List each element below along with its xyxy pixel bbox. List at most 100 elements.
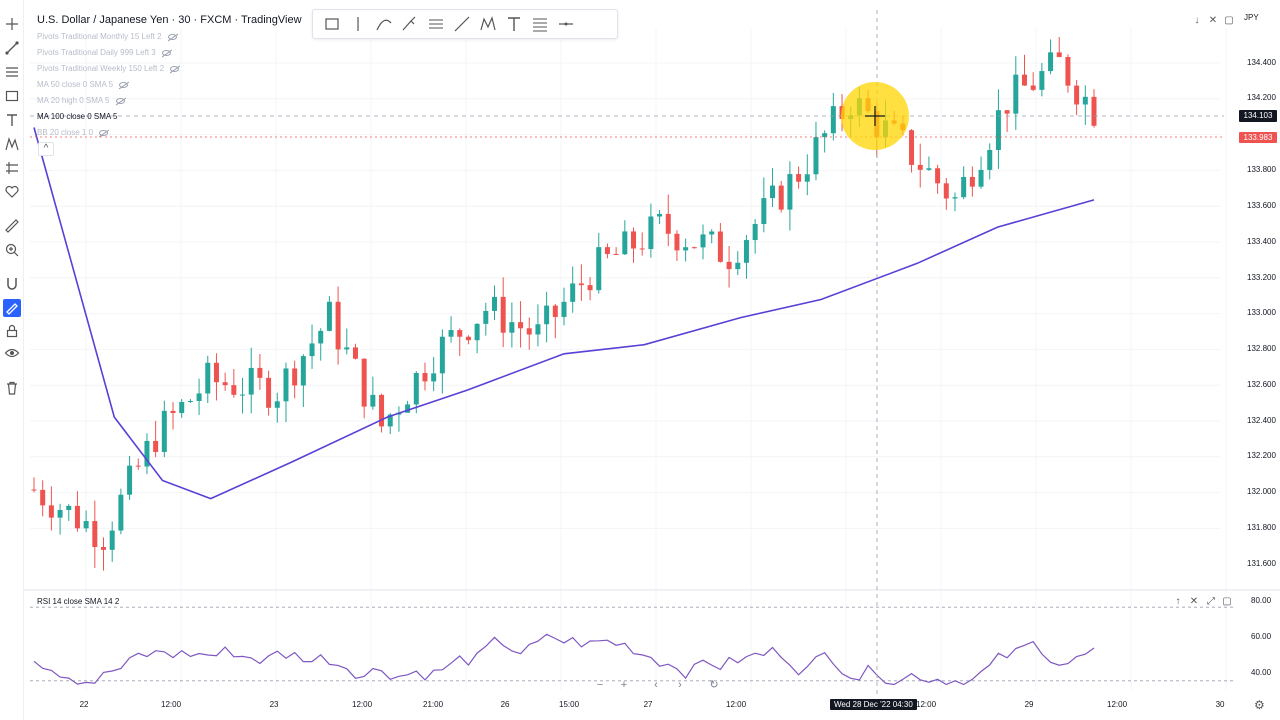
candle-body bbox=[370, 394, 376, 407]
indicator-item[interactable]: Pivots Traditional Daily 999 Left 3 bbox=[37, 48, 171, 57]
candle-body bbox=[101, 547, 107, 550]
candle-body bbox=[500, 296, 506, 333]
reset-chart-icon[interactable]: ↻ bbox=[709, 679, 719, 691]
price-axis-label: 132.000 bbox=[1247, 487, 1276, 496]
currency-label[interactable]: JPY bbox=[1244, 13, 1259, 22]
cursor-icon[interactable] bbox=[3, 16, 21, 34]
candle-body bbox=[787, 174, 793, 210]
vertical-line-icon[interactable] bbox=[349, 15, 369, 35]
horizontal-line-icon[interactable] bbox=[557, 15, 577, 35]
price-axis-label: 131.600 bbox=[1247, 559, 1276, 568]
pane-collapse-icon[interactable]: ⤢ bbox=[1207, 596, 1215, 607]
price-chart[interactable] bbox=[24, 0, 1280, 720]
time-axis-label: 30 bbox=[1215, 700, 1225, 709]
indicator-label: MA 100 close 0 SMA 5 bbox=[37, 112, 118, 121]
candle-body bbox=[309, 343, 315, 357]
pane-close-icon[interactable]: ✕ bbox=[1189, 596, 1199, 607]
candle-body bbox=[465, 336, 471, 341]
navigation-controls: − + ‹ › ↻ bbox=[592, 677, 732, 693]
candle-body bbox=[952, 197, 958, 199]
candle-body bbox=[700, 234, 706, 248]
gear-icon[interactable]: ⚙ bbox=[1254, 698, 1265, 712]
prediction-icon[interactable] bbox=[3, 160, 21, 178]
rectangle-icon[interactable] bbox=[3, 88, 21, 106]
pencil-lock-icon[interactable] bbox=[3, 299, 21, 317]
scroll-left-icon[interactable]: ‹ bbox=[654, 679, 658, 691]
candle-body bbox=[544, 305, 550, 325]
arrow-down-icon[interactable]: ↓ bbox=[1194, 15, 1200, 26]
eye-hidden-icon[interactable] bbox=[115, 97, 125, 104]
indicator-item[interactable]: BB 20 close 1 0 bbox=[37, 128, 109, 137]
indicator-item[interactable]: Pivots Traditional Weekly 150 Left 2 bbox=[37, 64, 180, 73]
zoom-out-icon[interactable]: − bbox=[596, 679, 604, 691]
fib-icon[interactable] bbox=[3, 64, 21, 82]
candle-body bbox=[578, 283, 584, 286]
indicator-item[interactable]: MA 50 close 0 SMA 5 bbox=[37, 80, 129, 89]
indicator-item[interactable]: MA 20 high 0 SMA 5 bbox=[37, 96, 125, 105]
candle-body bbox=[1004, 110, 1010, 114]
move-up-icon[interactable]: ↑ bbox=[1175, 596, 1181, 607]
scroll-right-icon[interactable]: › bbox=[678, 679, 682, 691]
candle-body bbox=[135, 465, 141, 467]
heart-icon[interactable] bbox=[3, 184, 21, 202]
time-axis-label: 12:00 bbox=[1107, 700, 1128, 709]
magnet-icon[interactable] bbox=[3, 276, 21, 294]
zoom-icon[interactable] bbox=[3, 242, 21, 260]
rectangle-icon[interactable] bbox=[323, 15, 343, 35]
text-icon[interactable] bbox=[3, 112, 21, 130]
time-axis-label: 23 bbox=[269, 700, 279, 709]
candle-body bbox=[118, 494, 124, 531]
time-axis-label: 21:00 bbox=[423, 700, 444, 709]
close-icon[interactable]: ✕ bbox=[1208, 15, 1218, 26]
candle-body bbox=[943, 183, 949, 199]
last-price-tag: 133.983 bbox=[1239, 132, 1277, 143]
trend-line-icon[interactable] bbox=[3, 40, 21, 58]
indicator-item[interactable]: Pivots Traditional Monthly 15 Left 2 bbox=[37, 32, 177, 41]
parallel-icon[interactable] bbox=[427, 15, 447, 35]
candle-body bbox=[1091, 96, 1097, 126]
candle-body bbox=[717, 231, 723, 262]
pattern-icon[interactable] bbox=[3, 136, 21, 154]
candle-body bbox=[83, 521, 89, 529]
zoom-in-icon[interactable]: + bbox=[620, 679, 628, 691]
candle-body bbox=[1074, 85, 1080, 105]
eye-icon[interactable] bbox=[3, 345, 21, 363]
candle-body bbox=[796, 174, 802, 182]
candle-body bbox=[31, 489, 37, 491]
indicator-item[interactable]: MA 100 close 0 SMA 5 bbox=[37, 112, 118, 121]
trend-icon[interactable] bbox=[453, 15, 473, 35]
chart-area[interactable]: U.S. Dollar / Japanese Yen · 30 · FXCM ·… bbox=[24, 0, 1280, 720]
rsi-label[interactable]: RSI 14 close SMA 14 2 bbox=[37, 597, 120, 606]
eye-hidden-icon[interactable] bbox=[170, 65, 180, 72]
eye-hidden-icon[interactable] bbox=[167, 33, 177, 40]
collapse-legend-button[interactable]: ^ bbox=[38, 142, 54, 156]
candle-body bbox=[248, 367, 254, 395]
candle-body bbox=[179, 401, 185, 414]
candle-body bbox=[292, 368, 298, 386]
time-axis-label: 22 bbox=[79, 700, 89, 709]
eye-hidden-icon[interactable] bbox=[119, 81, 129, 88]
eye-hidden-icon[interactable] bbox=[161, 49, 171, 56]
candle-body bbox=[535, 324, 541, 335]
candle-body bbox=[170, 410, 176, 414]
pattern-icon[interactable] bbox=[479, 15, 499, 35]
candle-body bbox=[648, 216, 654, 250]
candle-body bbox=[995, 110, 1001, 150]
maximize-icon[interactable]: ▢ bbox=[1224, 15, 1234, 26]
candle-body bbox=[613, 253, 619, 255]
pane-maximize-icon[interactable]: ▢ bbox=[1222, 596, 1232, 607]
candle-body bbox=[761, 198, 767, 225]
trash-icon[interactable] bbox=[3, 380, 21, 398]
candle-body bbox=[935, 168, 941, 184]
crosshair-price-label: 134.103 bbox=[1239, 110, 1277, 122]
text-icon[interactable] bbox=[505, 15, 525, 35]
candle-body bbox=[413, 372, 419, 405]
lock-icon[interactable] bbox=[3, 323, 21, 341]
brush-icon[interactable] bbox=[401, 15, 421, 35]
curve-icon[interactable] bbox=[375, 15, 395, 35]
candle-body bbox=[457, 330, 463, 337]
eye-hidden-icon[interactable] bbox=[99, 129, 109, 136]
fib-icon[interactable] bbox=[531, 15, 551, 35]
ruler-icon[interactable] bbox=[3, 218, 21, 236]
symbol-title[interactable]: U.S. Dollar / Japanese Yen · 30 · FXCM ·… bbox=[37, 14, 302, 26]
